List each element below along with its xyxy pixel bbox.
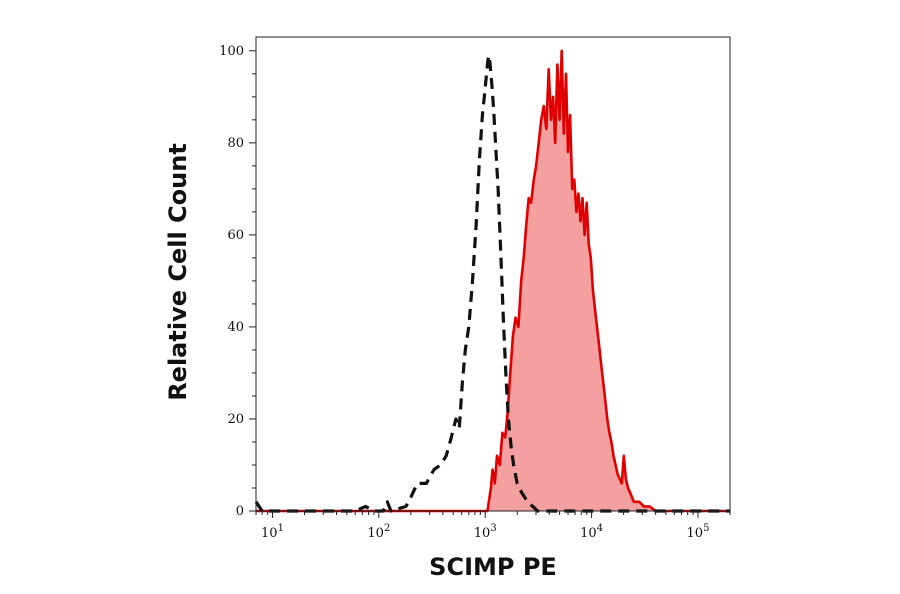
x-tick-label: 105	[687, 523, 710, 541]
y-tick-label: 40	[227, 320, 244, 335]
plot-frame	[255, 36, 731, 512]
y-tick-label: 0	[236, 504, 244, 519]
x-axis-ticks: 101 102 103 104 105	[255, 511, 731, 541]
x-axis-title: SCIMP PE	[429, 553, 557, 581]
x-tick-label: 101	[261, 523, 284, 541]
y-axis-ticks: 0 20 40 60 80 100	[219, 44, 256, 519]
y-axis-title: Relative Cell Count	[164, 143, 192, 401]
x-tick-label: 102	[367, 523, 390, 541]
x-tick-label: 104	[580, 523, 603, 541]
series-layer	[254, 49, 730, 513]
y-tick-label: 100	[219, 44, 244, 59]
y-tick-label: 80	[227, 136, 244, 151]
series-0-line	[254, 53, 730, 513]
series-1-line	[256, 49, 730, 513]
x-tick-label: 103	[474, 523, 497, 541]
y-tick-label: 60	[227, 228, 244, 243]
y-tick-label: 20	[227, 412, 244, 427]
